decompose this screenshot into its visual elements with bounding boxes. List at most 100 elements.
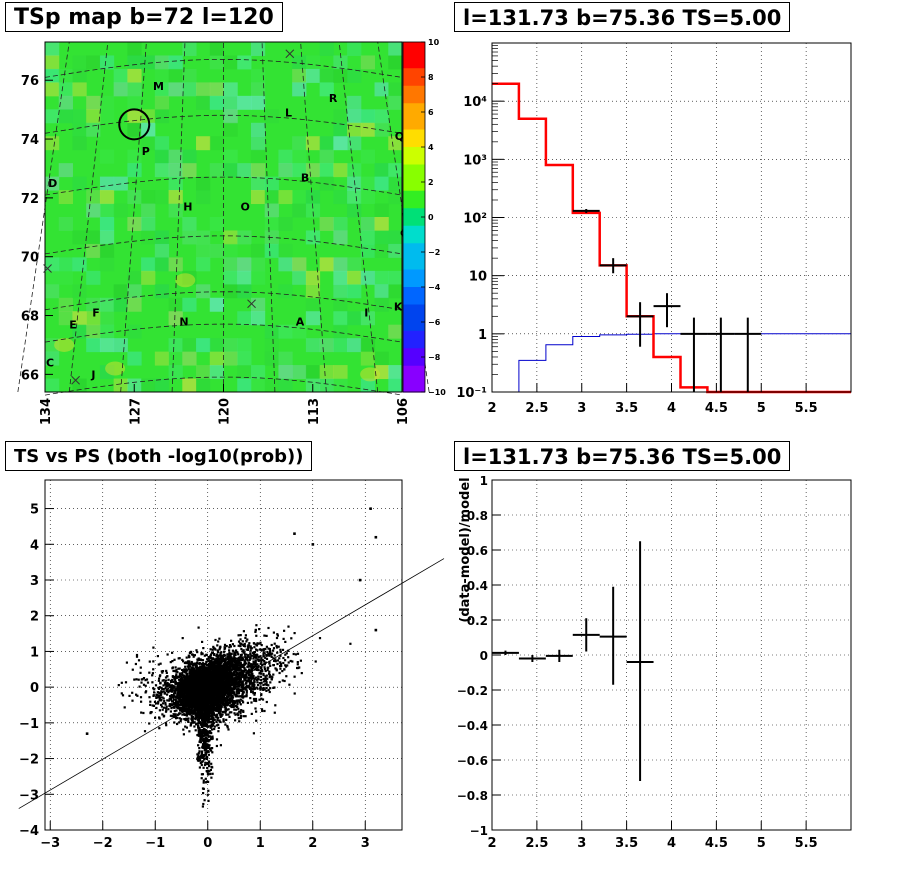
x-tick-label: 5: [757, 836, 766, 851]
source-label: N: [179, 315, 188, 328]
reference-line: [18, 558, 445, 809]
source-label: E: [69, 318, 77, 331]
x-tick-label: 3: [577, 836, 586, 851]
x-tick-label: 4: [667, 401, 676, 416]
outlier-point: [293, 532, 296, 535]
x-tick-label: −3: [40, 836, 60, 851]
y-tick-label: 4: [30, 538, 39, 553]
outlier-point: [369, 507, 372, 510]
x-tick-label: 120: [218, 398, 233, 425]
outlier-point: [374, 535, 378, 539]
data-point-errorbar: [626, 302, 654, 347]
y-tick-label: 2: [30, 610, 39, 625]
x-tick-label: 5: [757, 401, 766, 416]
x-tick-label: 3: [577, 401, 586, 416]
y-tick-label: 72: [21, 192, 39, 207]
x-tick-label: −2: [93, 836, 113, 851]
tsp-map-plot: MRLQPBDHOGFIKNAECJ7674727068661341271201…: [17, 38, 446, 425]
scatter-frame: [44, 479, 403, 831]
source-cross-marker: [71, 375, 80, 385]
x-tick-label: 2.5: [525, 401, 548, 416]
colorbar-tick-label: 2: [428, 178, 434, 187]
source-label: D: [48, 177, 57, 190]
x-tick-label: 2: [487, 836, 496, 851]
source-cross-marker: [43, 264, 52, 273]
colorbar-tick-label: −4: [428, 283, 441, 292]
source-label: Q: [395, 130, 404, 143]
data-point-errorbar: [680, 317, 708, 392]
outlier-point: [311, 543, 315, 546]
residual-point-errorbar: [492, 650, 519, 655]
x-tick-label: −1: [145, 836, 165, 851]
y-tick-label: 10³: [463, 153, 487, 168]
spectrum-panel: 2 2.5 3 3.5 4 4.5 5 5.5 10⁴ 10³ 10² 10 1 10⁻¹ l=131.7…: [449, 0, 898, 437]
source-label: L: [285, 107, 292, 120]
scatter-title: TS vs PS (both -log10(prob)): [5, 441, 313, 471]
y-tick-label: 0: [480, 649, 488, 663]
x-tick-label: 2.5: [525, 836, 548, 851]
residual-panel: 2 2.5 3 3.5 4 4.5 5 5.5 1 0.8 0.6 0.4 0.2 0 −0.2 −0.4 −0…: [449, 437, 898, 875]
y-tick-label: 0.6: [467, 544, 488, 558]
source-label: M: [153, 80, 164, 93]
x-tick-label: 5.5: [795, 836, 818, 851]
colorbar-tick-label: −2: [428, 248, 440, 257]
source-label: I: [364, 307, 368, 320]
y-tick-label: −0.4: [457, 719, 488, 733]
source-label: C: [46, 357, 54, 370]
y-tick-label: 0.2: [467, 614, 488, 628]
source-label: R: [329, 92, 338, 105]
selected-source-circle: [118, 108, 151, 141]
y-tick-label: 10⁴: [463, 95, 487, 110]
outlier-point: [358, 578, 362, 582]
y-tick-label: 10: [469, 270, 487, 285]
colorbar-tick-label: −10: [428, 388, 446, 397]
source-label: A: [296, 315, 305, 328]
x-tick-label: 4.5: [705, 836, 728, 851]
colorbar-tick-label: 10: [428, 38, 440, 47]
residual-point-errorbar: [572, 618, 600, 652]
data-point-errorbar: [734, 317, 762, 392]
x-tick-label: 127: [128, 398, 143, 425]
x-tick-label: 2: [487, 401, 496, 416]
data-point-errorbar: [653, 293, 681, 328]
scatter-points: [117, 624, 352, 808]
y-tick-label: 1: [478, 328, 487, 343]
outlier-point: [85, 732, 89, 735]
y-axis-label: (data-model)/model: [458, 477, 473, 622]
x-tick-label: 5.5: [795, 401, 818, 416]
x-tick-label: 3: [361, 836, 370, 851]
spectrum-plot: 2 2.5 3 3.5 4 4.5 5 5.5 10⁴ 10³ 10² 10 1 10⁻¹: [456, 42, 852, 416]
data-point-errorbar: [707, 317, 735, 392]
source-label: H: [183, 201, 192, 214]
source-label: F: [92, 307, 100, 320]
y-tick-label: −2: [19, 753, 39, 768]
y-tick-label: 5: [30, 503, 39, 518]
x-tick-label: 3.5: [615, 836, 638, 851]
x-tick-label: 113: [307, 398, 322, 425]
y-tick-label: −0.8: [457, 789, 488, 803]
y-tick-label: −1: [19, 717, 39, 732]
x-tick-label: 134: [39, 398, 54, 425]
colorbar-tick-label: −8: [428, 353, 441, 362]
source-label: O: [240, 201, 249, 214]
source-label: K: [394, 301, 403, 314]
x-tick-label: 106: [396, 398, 411, 425]
colorbar-tick-label: 6: [428, 108, 434, 117]
y-tick-label: −4: [19, 824, 39, 839]
colorbar: [402, 41, 426, 393]
colorbar-tick-label: −6: [428, 318, 441, 327]
y-tick-label: 3: [30, 574, 39, 589]
total-model-step-line: [492, 82, 851, 394]
source-label: J: [90, 368, 95, 381]
y-tick-label: 0: [30, 681, 39, 696]
data-point-errorbar: [599, 258, 627, 274]
y-tick-label: 1: [480, 474, 488, 488]
tsp-map-title: TSp map b=72 l=120: [5, 2, 283, 32]
residual-point-errorbar: [626, 541, 654, 781]
y-tick-label: 10⁻¹: [456, 386, 487, 401]
colorbar-tick-label: 8: [428, 73, 434, 82]
x-tick-label: 2: [308, 836, 317, 851]
y-tick-label: −1: [470, 824, 488, 838]
y-tick-label: 76: [21, 74, 39, 89]
